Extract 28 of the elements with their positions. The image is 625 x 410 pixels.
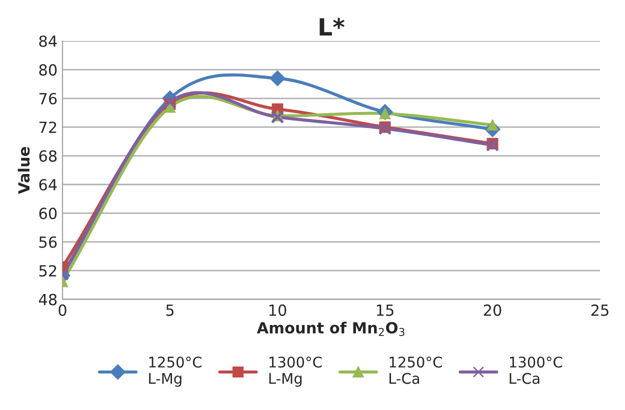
y-tick-label: 84	[39, 35, 57, 48]
y-tick-label: 76	[39, 92, 57, 104]
y-tick-label: 52	[39, 265, 56, 277]
y-tick-label: 80	[39, 64, 57, 76]
y-tick-label: 56	[39, 236, 57, 248]
y-tick-label: 60	[39, 208, 57, 220]
x-axis-title: Amount of Mn$_{2}$O$_{3}$	[256, 322, 404, 336]
legend-label: 1250°C L-Mg	[149, 356, 202, 387]
x-tick-label: 5	[166, 304, 174, 316]
legend-label: 1250°C L-Ca	[390, 356, 442, 384]
x-tick-label: 10	[269, 304, 286, 316]
point	[270, 70, 286, 86]
point	[163, 95, 177, 109]
legend-label: 1300°C L-Mg	[269, 356, 322, 387]
x-tick-label: 15	[376, 304, 394, 316]
y-tick-label: 48	[38, 294, 57, 306]
y-axis-title: Value	[18, 147, 30, 194]
point	[270, 110, 284, 124]
legend-label: 1300°C L-Ca	[510, 356, 562, 384]
x-tick-label: 0	[58, 304, 66, 316]
x-tick-label: 25	[591, 304, 608, 316]
point	[486, 138, 500, 152]
point	[378, 122, 392, 136]
y-tick-label: 68	[39, 150, 57, 162]
x-tick-label: 20	[484, 304, 502, 316]
y-tick-label: 72	[39, 122, 56, 133]
y-tick-label: 64	[39, 178, 57, 191]
chart-title: L*	[320, 18, 344, 36]
